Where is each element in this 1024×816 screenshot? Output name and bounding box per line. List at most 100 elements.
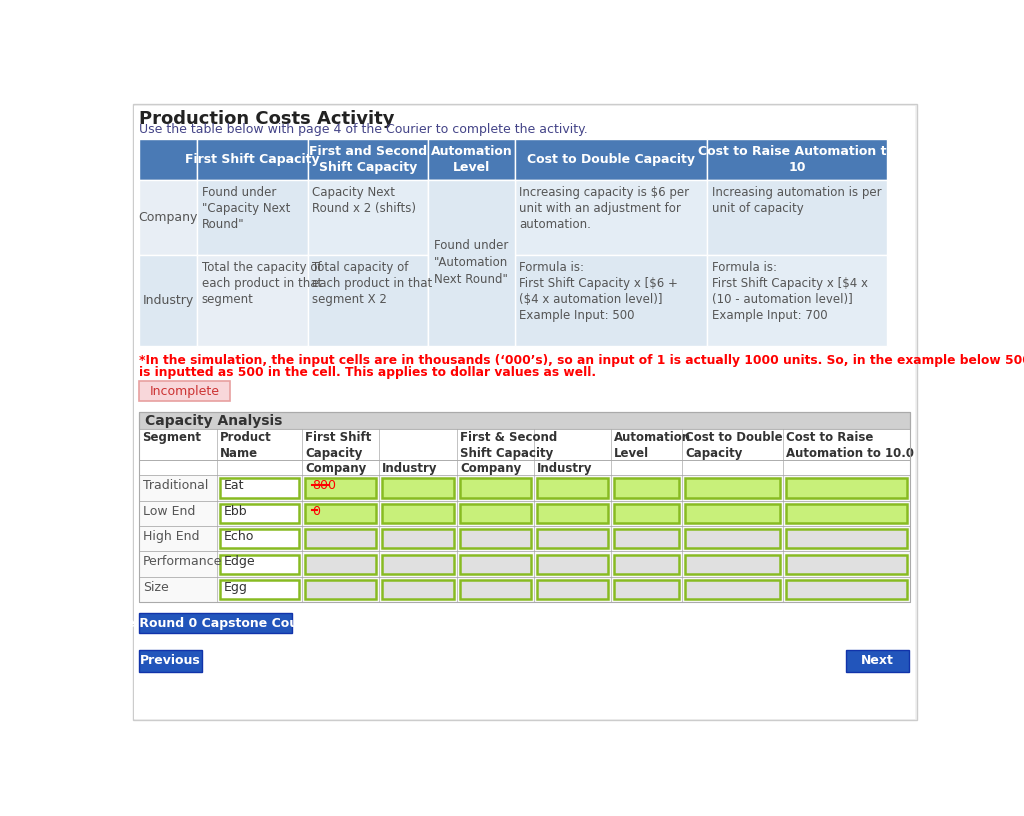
Text: Echo: Echo bbox=[224, 530, 255, 543]
Text: First & Second
Shift Capacity: First & Second Shift Capacity bbox=[461, 432, 558, 460]
Text: Capacity Analysis: Capacity Analysis bbox=[145, 415, 283, 428]
Bar bbox=[305, 529, 376, 548]
Bar bbox=[197, 140, 308, 180]
Text: Industry: Industry bbox=[538, 462, 593, 475]
Bar bbox=[515, 255, 707, 346]
Text: Increasing automation is per
unit of capacity: Increasing automation is per unit of cap… bbox=[712, 186, 882, 215]
Text: Automation
Level: Automation Level bbox=[430, 145, 512, 174]
Bar bbox=[461, 478, 531, 498]
Text: Ebb: Ebb bbox=[224, 504, 248, 517]
Bar bbox=[786, 503, 907, 523]
Bar bbox=[786, 529, 907, 548]
Text: Edge: Edge bbox=[224, 556, 256, 569]
Bar bbox=[707, 180, 887, 255]
Text: Capacity Next
Round x 2 (shifts): Capacity Next Round x 2 (shifts) bbox=[312, 186, 417, 215]
Bar bbox=[382, 529, 455, 548]
Bar bbox=[220, 555, 299, 574]
Text: Incomplete: Incomplete bbox=[150, 385, 219, 397]
Text: Company: Company bbox=[138, 211, 198, 224]
Text: Increasing capacity is $6 per
unit with an adjustment for
automation.: Increasing capacity is $6 per unit with … bbox=[519, 186, 689, 231]
Bar bbox=[220, 529, 299, 548]
Bar bbox=[685, 529, 779, 548]
Bar bbox=[614, 478, 679, 498]
Text: Company: Company bbox=[305, 462, 367, 475]
Text: Traditional: Traditional bbox=[142, 479, 208, 492]
Text: Formula is:
First Shift Capacity x [$4 x
(10 - automation level)]
Example Input:: Formula is: First Shift Capacity x [$4 x… bbox=[712, 261, 867, 322]
Bar bbox=[538, 529, 607, 548]
Bar bbox=[428, 140, 515, 180]
Bar bbox=[139, 475, 910, 501]
Bar bbox=[538, 478, 607, 498]
Text: Size: Size bbox=[142, 581, 169, 594]
Bar bbox=[382, 580, 455, 599]
Bar bbox=[428, 180, 515, 255]
Text: Segment: Segment bbox=[142, 432, 201, 445]
Bar bbox=[846, 650, 909, 672]
Bar bbox=[305, 580, 376, 599]
Bar bbox=[220, 478, 299, 498]
Bar bbox=[139, 412, 910, 602]
Text: Performance: Performance bbox=[142, 556, 222, 569]
Bar bbox=[139, 613, 292, 633]
Bar bbox=[614, 580, 679, 599]
Bar bbox=[220, 503, 299, 523]
Bar bbox=[139, 650, 203, 672]
Bar bbox=[538, 503, 607, 523]
Text: is inputted as 500 in the cell. This applies to dollar values as well.: is inputted as 500 in the cell. This app… bbox=[139, 366, 596, 379]
Bar bbox=[461, 580, 531, 599]
Bar bbox=[382, 478, 455, 498]
Text: First Shift
Capacity: First Shift Capacity bbox=[305, 432, 372, 460]
Text: Egg: Egg bbox=[224, 581, 248, 594]
Bar bbox=[538, 580, 607, 599]
Bar bbox=[382, 503, 455, 523]
Text: Found under
"Automation
Next Round": Found under "Automation Next Round" bbox=[434, 239, 509, 286]
Bar bbox=[308, 140, 428, 180]
Bar bbox=[786, 580, 907, 599]
Text: Eat: Eat bbox=[224, 479, 245, 492]
Text: Previous: Previous bbox=[140, 654, 201, 667]
Bar bbox=[461, 503, 531, 523]
Bar bbox=[139, 412, 910, 429]
Bar bbox=[197, 180, 308, 255]
Text: High End: High End bbox=[142, 530, 200, 543]
Text: Cost to Raise Automation to
10: Cost to Raise Automation to 10 bbox=[698, 145, 895, 174]
Bar bbox=[220, 580, 299, 599]
Bar bbox=[305, 503, 376, 523]
Bar bbox=[614, 503, 679, 523]
Text: Cost to Double Capacity: Cost to Double Capacity bbox=[526, 153, 695, 166]
Text: Use the table below with page 4 of the Courier to complete the activity.: Use the table below with page 4 of the C… bbox=[139, 122, 588, 135]
Text: First and Second
Shift Capacity: First and Second Shift Capacity bbox=[309, 145, 427, 174]
Bar bbox=[139, 552, 910, 577]
Text: Low End: Low End bbox=[142, 504, 196, 517]
Bar bbox=[786, 555, 907, 574]
Bar bbox=[428, 180, 515, 346]
Text: The Round 0 Capstone Courier: The Round 0 Capstone Courier bbox=[109, 617, 323, 630]
Bar bbox=[382, 555, 455, 574]
Text: Cost to Double
Capacity: Cost to Double Capacity bbox=[685, 432, 783, 460]
Text: 0: 0 bbox=[311, 504, 319, 517]
Text: First Shift Capacity: First Shift Capacity bbox=[185, 153, 319, 166]
Text: Formula is:
First Shift Capacity x [$6 +
($4 x automation level)]
Example Input:: Formula is: First Shift Capacity x [$6 +… bbox=[519, 261, 678, 322]
Bar bbox=[461, 529, 531, 548]
Bar bbox=[685, 478, 779, 498]
Bar bbox=[685, 555, 779, 574]
Bar bbox=[685, 580, 779, 599]
Bar bbox=[305, 555, 376, 574]
Bar bbox=[139, 381, 230, 401]
Bar bbox=[538, 555, 607, 574]
Bar bbox=[139, 577, 910, 602]
Bar bbox=[428, 255, 515, 346]
Text: Total the capacity of
each product in that
segment: Total the capacity of each product in th… bbox=[202, 261, 322, 306]
Text: Total capacity of
each product in that
segment X 2: Total capacity of each product in that s… bbox=[312, 261, 433, 306]
Bar bbox=[786, 478, 907, 498]
Bar bbox=[308, 255, 428, 346]
Bar bbox=[308, 180, 428, 255]
Bar bbox=[139, 429, 910, 460]
Text: Automation
Level: Automation Level bbox=[614, 432, 691, 460]
Bar bbox=[139, 460, 910, 475]
Text: Company: Company bbox=[461, 462, 521, 475]
Bar bbox=[614, 529, 679, 548]
Bar bbox=[707, 255, 887, 346]
Bar bbox=[685, 503, 779, 523]
Text: Production Costs Activity: Production Costs Activity bbox=[139, 110, 394, 128]
